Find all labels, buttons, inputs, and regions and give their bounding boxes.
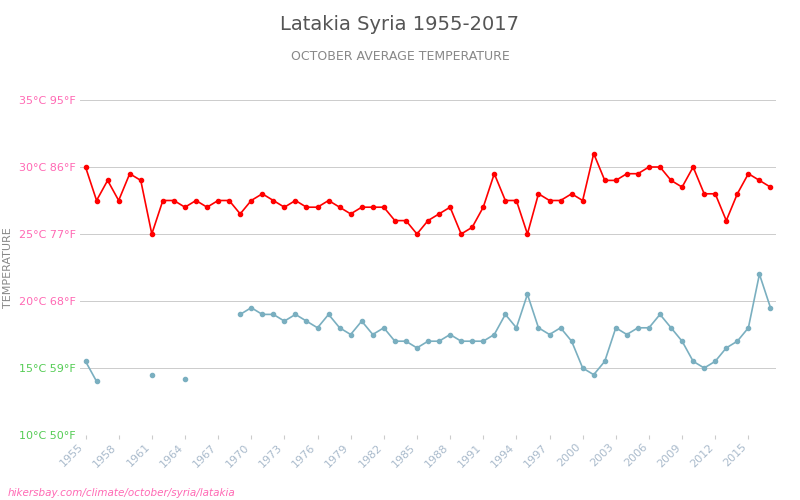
Y-axis label: TEMPERATURE: TEMPERATURE [3,227,14,308]
Text: OCTOBER AVERAGE TEMPERATURE: OCTOBER AVERAGE TEMPERATURE [290,50,510,63]
NIGHT [567,338,577,344]
Line: NIGHT: NIGHT [83,272,773,384]
DAY [567,191,577,197]
DAY [81,164,90,170]
Line: DAY: DAY [83,152,773,236]
DAY [434,211,444,217]
DAY [279,204,289,210]
NIGHT [302,318,311,324]
DAY [302,204,311,210]
NIGHT [412,345,422,351]
NIGHT [766,304,775,310]
DAY [766,184,775,190]
DAY [412,231,422,237]
NIGHT [279,318,289,324]
NIGHT [81,358,90,364]
NIGHT [754,271,764,277]
DAY [589,150,598,156]
Text: Latakia Syria 1955-2017: Latakia Syria 1955-2017 [281,15,519,34]
NIGHT [434,338,444,344]
DAY [754,178,764,184]
DAY [147,231,157,237]
Text: hikersbay.com/climate/october/syria/latakia: hikersbay.com/climate/october/syria/lata… [8,488,236,498]
